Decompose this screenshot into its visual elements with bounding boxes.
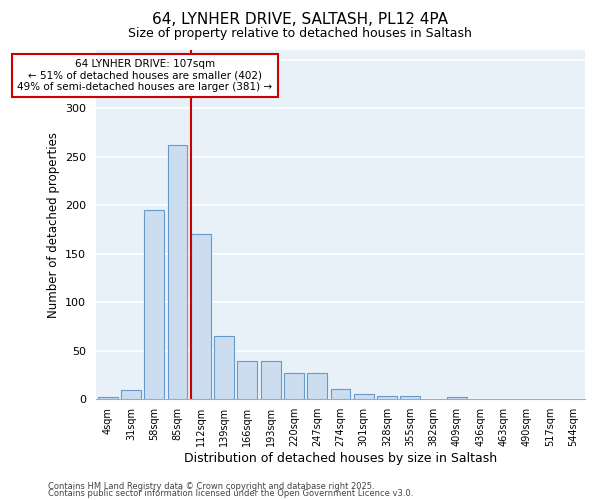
Text: Contains public sector information licensed under the Open Government Licence v3: Contains public sector information licen… xyxy=(48,490,413,498)
Bar xyxy=(377,396,397,400)
Bar xyxy=(331,389,350,400)
Bar xyxy=(284,373,304,400)
Text: Size of property relative to detached houses in Saltash: Size of property relative to detached ho… xyxy=(128,28,472,40)
Bar xyxy=(261,360,281,400)
Y-axis label: Number of detached properties: Number of detached properties xyxy=(47,132,59,318)
Bar xyxy=(191,234,211,400)
Bar xyxy=(447,396,467,400)
Text: 64 LYNHER DRIVE: 107sqm
← 51% of detached houses are smaller (402)
49% of semi-d: 64 LYNHER DRIVE: 107sqm ← 51% of detache… xyxy=(17,58,272,92)
Text: Contains HM Land Registry data © Crown copyright and database right 2025.: Contains HM Land Registry data © Crown c… xyxy=(48,482,374,491)
Bar xyxy=(121,390,141,400)
Bar xyxy=(145,210,164,400)
Bar xyxy=(214,336,234,400)
Bar xyxy=(98,398,118,400)
Text: 64, LYNHER DRIVE, SALTASH, PL12 4PA: 64, LYNHER DRIVE, SALTASH, PL12 4PA xyxy=(152,12,448,28)
Bar xyxy=(238,360,257,400)
Bar xyxy=(354,394,374,400)
Bar xyxy=(167,145,187,400)
Bar xyxy=(400,396,420,400)
Bar xyxy=(307,373,327,400)
X-axis label: Distribution of detached houses by size in Saltash: Distribution of detached houses by size … xyxy=(184,452,497,465)
